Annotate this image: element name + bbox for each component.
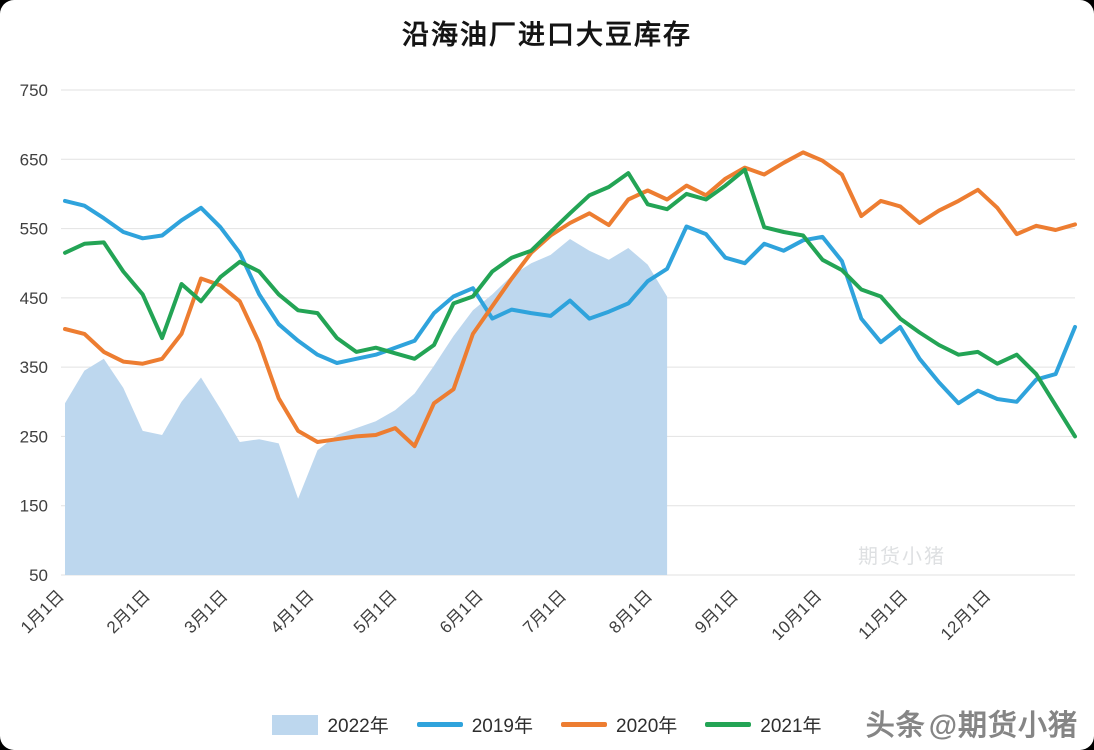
legend-label-2020: 2020年: [616, 716, 678, 737]
series-line-2021年: [63, 167, 1077, 439]
y-axis-tick-label: 450: [20, 289, 48, 308]
x-axis-tick-label: 12月1日: [937, 586, 995, 644]
x-axis-tick-label: 6月1日: [436, 586, 487, 637]
legend-label-2021: 2021年: [760, 716, 822, 737]
series-area-2022年: [65, 239, 668, 575]
x-axis-tick-label: 5月1日: [350, 586, 401, 637]
x-axis-tick-label: 2月1日: [103, 586, 154, 637]
line-chart: 50 150 250 350 450 550 650 750 1月1日 2月1日 3月1日 4月1日 5…: [17, 81, 1077, 644]
legend-swatch-2019-line: [416, 722, 463, 727]
legend-item-2021: 2021年: [705, 711, 822, 738]
legend-item-2019: 2019年: [416, 711, 533, 738]
chart-legend: 2022年 2019年 2020年 2021年: [0, 711, 1094, 738]
x-axis-tick-label: 1月1日: [17, 586, 68, 637]
x-axis-tick-label: 7月1日: [519, 586, 570, 637]
chart-title: 沿海油厂进口大豆库存: [402, 20, 692, 50]
legend-swatch-2021-line: [705, 722, 752, 727]
y-axis-tick-label: 550: [20, 220, 48, 239]
x-axis-tick-label: 3月1日: [181, 586, 232, 637]
legend-label-2019: 2019年: [471, 716, 533, 737]
y-axis-tick-label: 750: [20, 81, 48, 100]
y-axis-tick-label: 350: [20, 358, 48, 377]
y-axis-tick-label: 150: [20, 497, 48, 516]
legend-swatch-2020-line: [561, 722, 607, 727]
watermark-brand-handle: @期货小猪: [928, 710, 1078, 742]
legend-item-2022: 2022年: [272, 711, 389, 738]
series-line-2020年: [63, 150, 1077, 449]
x-axis-tick-label: 4月1日: [267, 586, 318, 637]
y-axis-tick-label: 250: [20, 427, 48, 446]
x-axis-tick-label: 9月1日: [691, 586, 742, 637]
x-axis-tick-label: 8月1日: [605, 586, 656, 637]
series-line-2019年: [63, 198, 1077, 406]
x-axis-tick-label: 11月1日: [855, 586, 912, 643]
watermark-brand-prefix: 头条: [865, 710, 926, 742]
legend-swatch-2022-area: [272, 714, 319, 735]
x-axis-tick-label: 10月1日: [768, 586, 826, 644]
watermark-brand: 头条 @期货小猪: [857, 702, 1078, 744]
legend-item-2020: 2020年: [561, 711, 677, 738]
y-axis-tick-label: 50: [29, 566, 48, 585]
legend-label-2022: 2022年: [327, 716, 389, 737]
y-axis-tick-label: 650: [20, 150, 48, 169]
